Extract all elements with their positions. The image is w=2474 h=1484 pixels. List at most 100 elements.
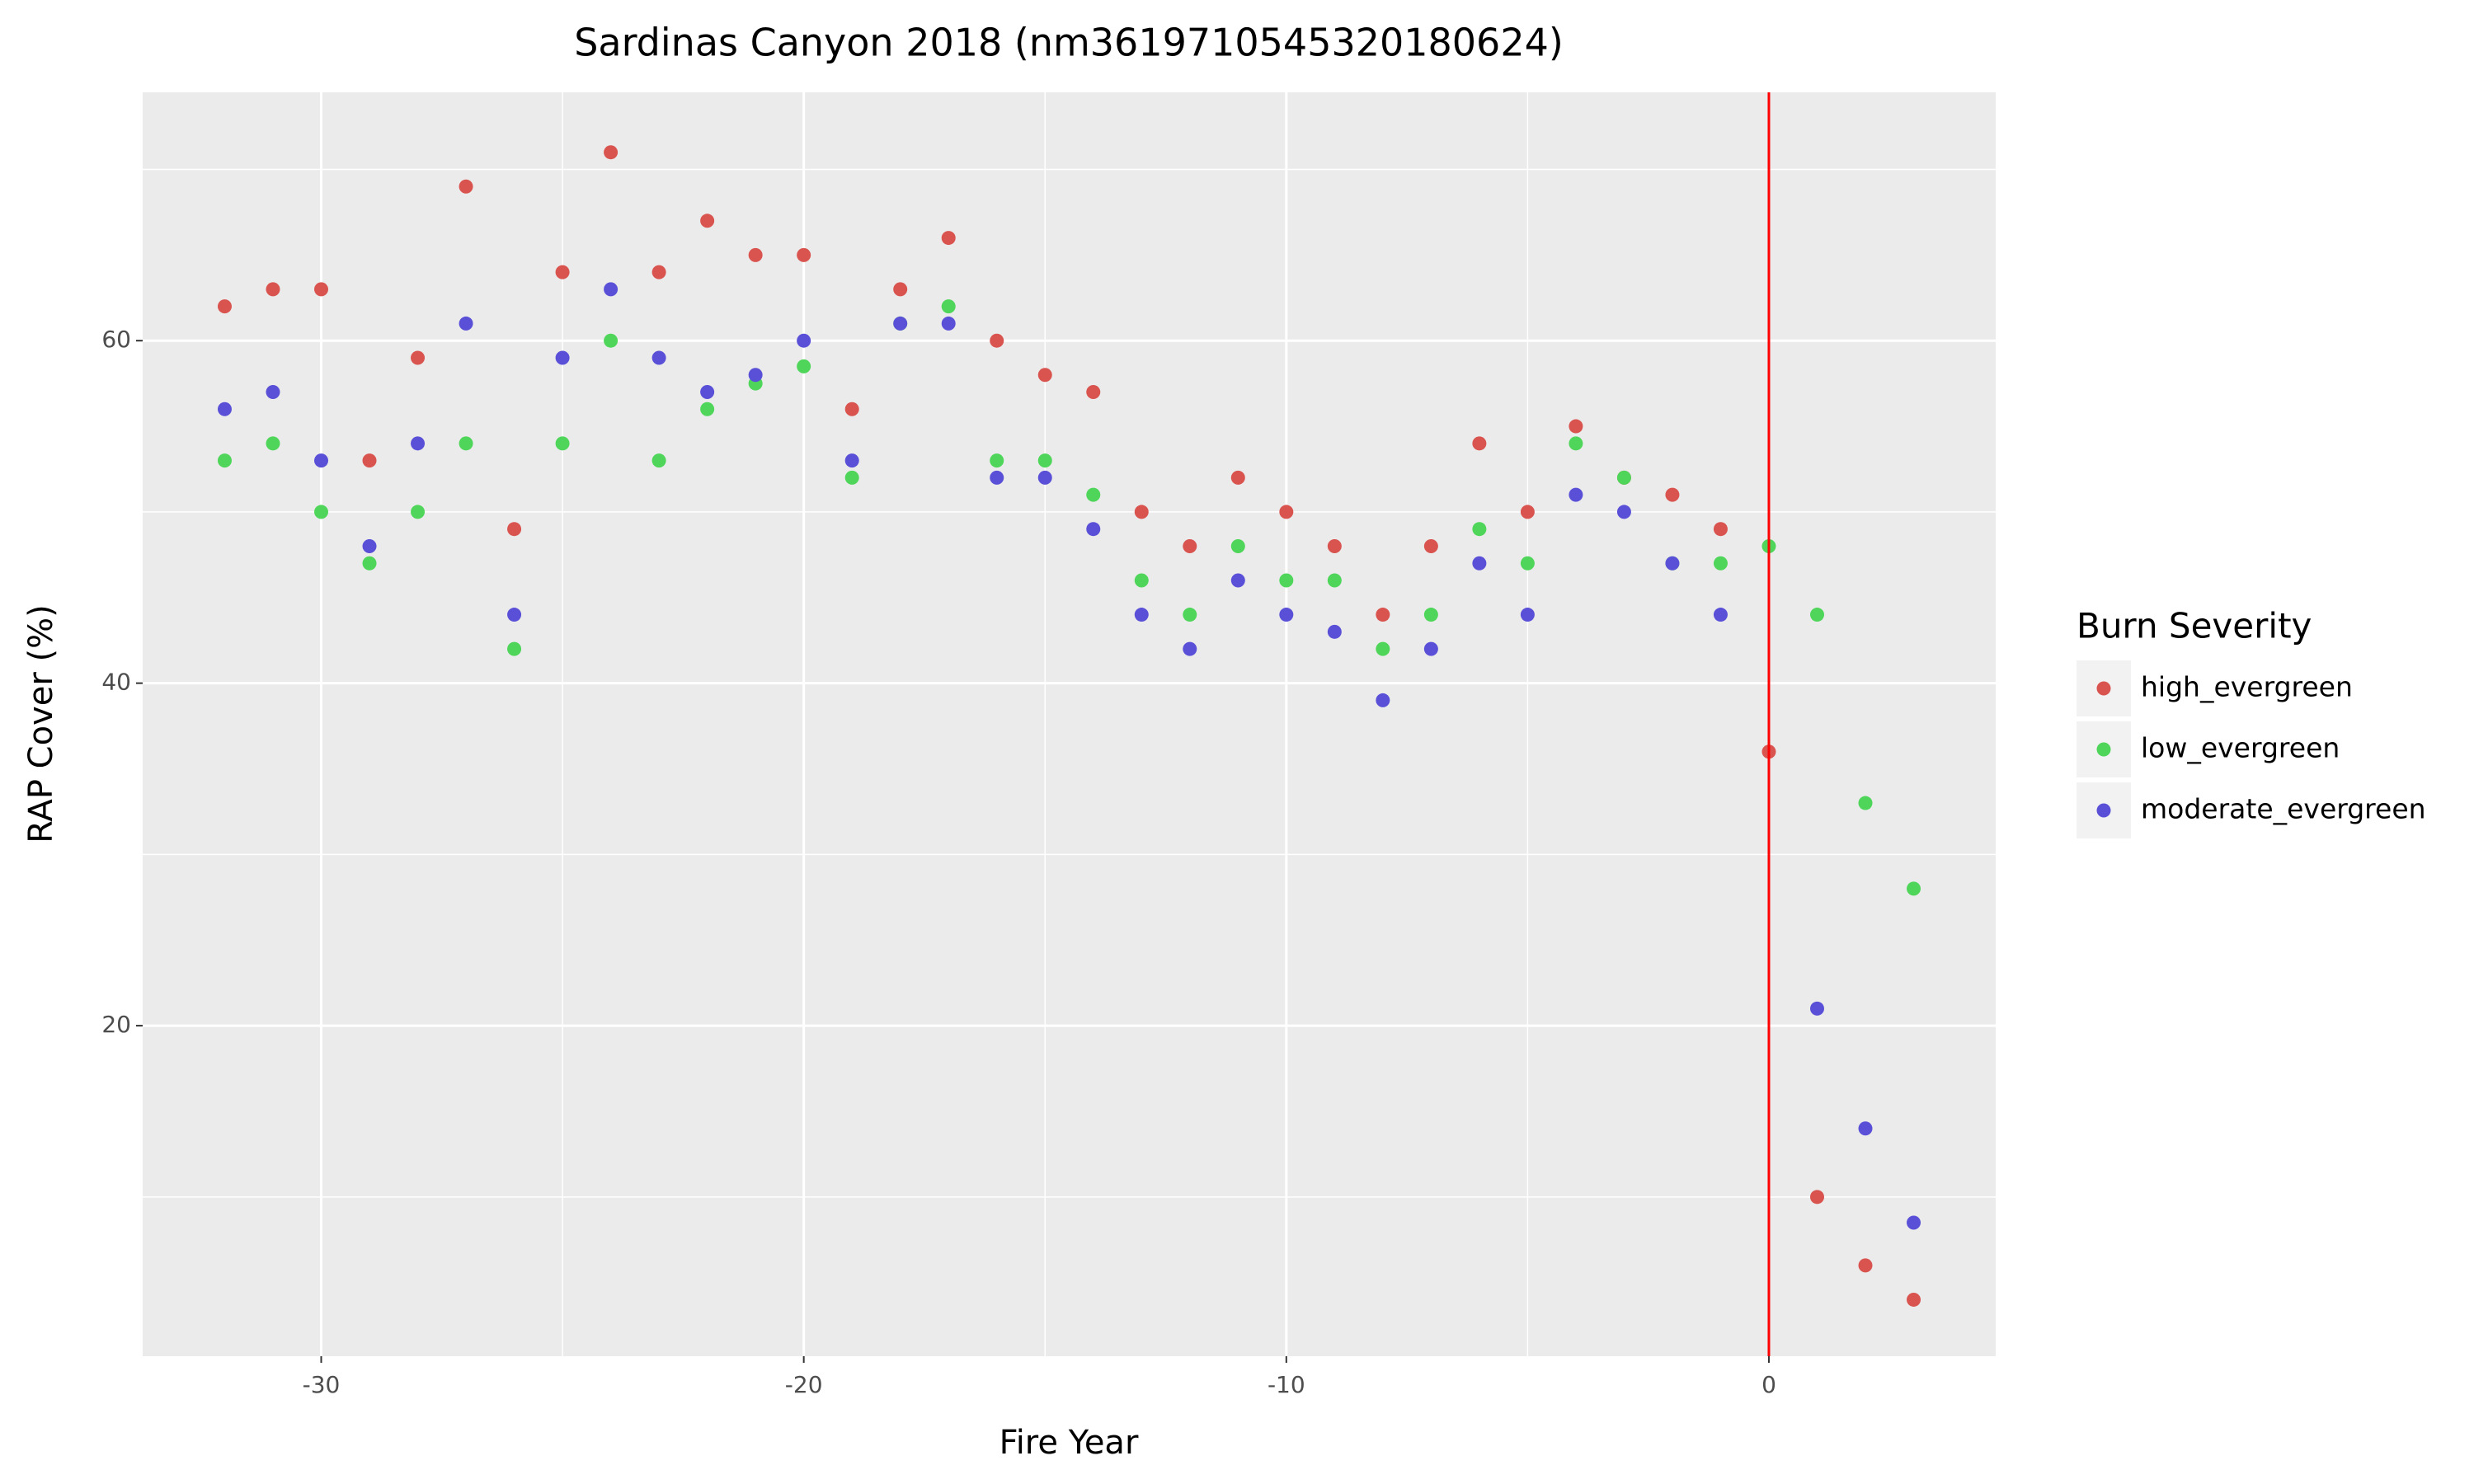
point (1183, 608, 1197, 622)
point (1907, 1292, 1921, 1307)
point (266, 436, 280, 451)
point (217, 453, 232, 468)
point (893, 316, 908, 331)
point (1616, 505, 1631, 519)
x-tick-label: -10 (1268, 1371, 1305, 1398)
point (1569, 436, 1583, 451)
point (1376, 608, 1390, 622)
point (700, 214, 715, 228)
point (941, 299, 956, 314)
point (1183, 641, 1197, 656)
point (1907, 881, 1921, 896)
point (1569, 487, 1583, 502)
point (507, 641, 522, 656)
point (1858, 796, 1873, 810)
point (1423, 538, 1438, 553)
x-tick-label: -20 (785, 1371, 823, 1398)
plot-panel (143, 92, 1996, 1356)
point (1327, 573, 1342, 588)
point (1279, 505, 1294, 519)
point (459, 436, 473, 451)
point (1472, 436, 1487, 451)
point (797, 247, 811, 262)
point (217, 299, 232, 314)
y-axis-title: RAP Cover (%) (22, 604, 60, 843)
point (266, 282, 280, 297)
point (266, 385, 280, 400)
chart-title: Sardinas Canyon 2018 (nm3619710545320180… (574, 21, 1564, 65)
point (844, 470, 859, 485)
x-tick-label: -30 (303, 1371, 341, 1398)
point (1134, 573, 1149, 588)
point (555, 265, 570, 279)
point (1037, 453, 1052, 468)
point (507, 522, 522, 537)
point (1327, 538, 1342, 553)
point (314, 282, 329, 297)
point (990, 470, 1004, 485)
point (411, 436, 426, 451)
point (1230, 573, 1245, 588)
point (1279, 573, 1294, 588)
point (748, 247, 763, 262)
legend-title: Burn Severity (2077, 606, 2312, 646)
y-tick-label: 40 (101, 669, 131, 696)
point (555, 350, 570, 365)
point (1520, 608, 1535, 622)
point (1037, 368, 1052, 383)
point (1569, 419, 1583, 434)
point (1134, 608, 1149, 622)
point (1907, 1215, 1921, 1230)
point (1423, 641, 1438, 656)
point (1713, 608, 1728, 622)
point (1472, 556, 1487, 571)
point (1809, 1190, 1824, 1205)
legend-label: low_evergreen (2141, 732, 2340, 764)
point (941, 316, 956, 331)
point (1376, 693, 1390, 707)
point (1327, 624, 1342, 639)
point (1472, 522, 1487, 537)
point (459, 179, 473, 194)
point (314, 505, 329, 519)
legend-marker (2096, 742, 2111, 757)
point (700, 385, 715, 400)
point (459, 316, 473, 331)
point (362, 453, 377, 468)
point (1520, 556, 1535, 571)
point (314, 453, 329, 468)
legend-label: moderate_evergreen (2141, 793, 2426, 825)
point (651, 453, 666, 468)
point (844, 402, 859, 416)
point (797, 333, 811, 348)
point (700, 402, 715, 416)
point (1713, 522, 1728, 537)
point (1183, 538, 1197, 553)
point (507, 608, 522, 622)
point (1713, 556, 1728, 571)
point (651, 265, 666, 279)
point (748, 368, 763, 383)
point (1376, 641, 1390, 656)
point (941, 231, 956, 246)
point (555, 436, 570, 451)
point (1423, 608, 1438, 622)
point (1134, 505, 1149, 519)
point (1086, 522, 1101, 537)
x-tick-label: 0 (1761, 1371, 1776, 1398)
legend-label: high_evergreen (2141, 671, 2353, 703)
point (1086, 385, 1101, 400)
point (604, 333, 618, 348)
point (604, 282, 618, 297)
y-tick-label: 60 (101, 326, 131, 353)
point (990, 453, 1004, 468)
point (1279, 608, 1294, 622)
point (1230, 538, 1245, 553)
point (1665, 556, 1680, 571)
point (990, 333, 1004, 348)
point (1809, 1001, 1824, 1016)
point (362, 538, 377, 553)
point (1858, 1258, 1873, 1273)
point (1809, 608, 1824, 622)
